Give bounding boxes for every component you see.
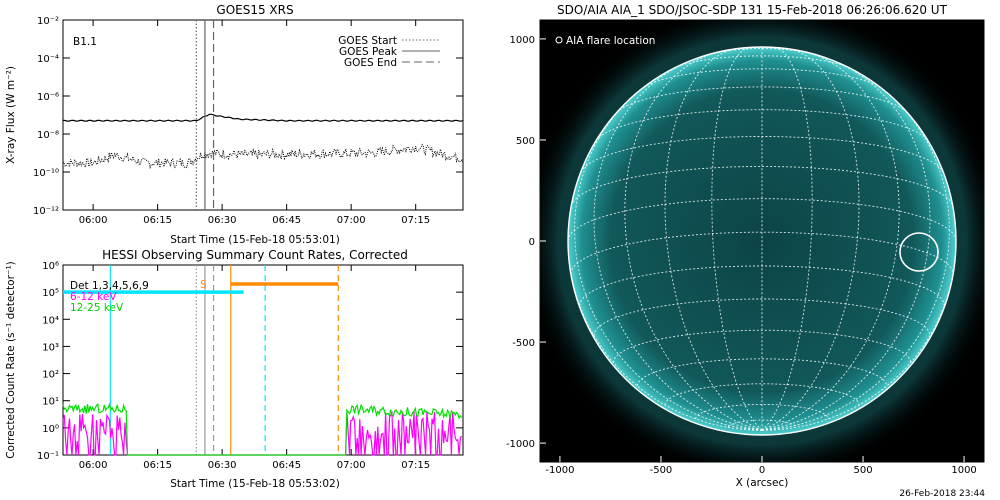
hessi-xtick-label: 06:00 [79, 460, 108, 471]
longitude-gridline [761, 92, 950, 431]
hessi-series-6-12-keV [62, 410, 462, 456]
hessi-legend-12-25: 12-25 keV [70, 302, 124, 314]
hessi-ytick-label: 10² [42, 370, 59, 381]
hessi-xlabel: Start Time (15-Feb-18 05:53:02) [170, 478, 340, 490]
hessi-ytick-label: 10⁶ [42, 261, 59, 272]
goes-legend-end: GOES End [344, 57, 397, 69]
aia-xtick-label: 0 [759, 465, 765, 476]
goes-ytick-label: 10⁻⁶ [37, 92, 59, 103]
aia-xtick-label: -500 [650, 465, 673, 476]
goes-xtick-label: 06:30 [208, 215, 237, 226]
goes-class-label: B1.1 [73, 36, 97, 48]
goes-ytick-label: 10⁻⁸ [37, 130, 59, 141]
hessi-xtick-label: 06:30 [208, 460, 237, 471]
aia-ytick-label: 1000 [510, 35, 535, 46]
aia-xtick-label: 1000 [951, 465, 976, 476]
goes-legend-peak: GOES Peak [339, 46, 398, 58]
latitude-gridline [593, 298, 931, 336]
goes-ytick-label: 10⁻¹⁰ [33, 168, 59, 179]
goes-xtick-label: 07:15 [401, 215, 430, 226]
goes-legend-start: GOES Start [338, 35, 397, 47]
goes-xtick-label: 06:15 [143, 215, 172, 226]
hessi-xtick-label: 07:00 [337, 460, 366, 471]
hessi-ytick-label: 10⁴ [42, 315, 59, 326]
hessi-ytick-label: 10⁻¹ [37, 451, 59, 462]
aia-ytick-label: -500 [512, 338, 535, 349]
hessi-legend-6-12: 6-12 keV [70, 291, 117, 303]
aia-ytick-label: 0 [529, 237, 535, 248]
longitude-gridline [664, 48, 763, 431]
goes-xtick-label: 07:00 [337, 215, 366, 226]
heliographic-grid [567, 47, 957, 431]
latitude-gridline [616, 86, 908, 113]
solar-limb [567, 46, 957, 436]
hessi-ylabel: Corrected Count Rate (s⁻¹ detector⁻¹) [5, 261, 17, 459]
hessi-series-12-25-keV [62, 402, 463, 456]
aia-xtick-label: -1000 [545, 465, 574, 476]
goes-ytick-label: 10⁻⁴ [37, 54, 59, 65]
aia-title: SDO/AIA AIA_1 SDO/JSOC-SDP 131 15-Feb-20… [557, 3, 948, 17]
footer-timestamp: 26-Feb-2018 23:44 [899, 489, 985, 499]
hessi-s-marker: S [200, 279, 207, 291]
latitude-gridline [567, 198, 957, 242]
longitude-gridline [761, 48, 860, 431]
aia-legend-label: AIA flare location [566, 35, 655, 47]
hessi-ytick-label: 10⁰ [42, 424, 59, 435]
aia-ytick-label: -1000 [506, 439, 535, 450]
goes-title: GOES15 XRS [216, 3, 293, 17]
latitude-gridline [570, 165, 954, 207]
goes-ylabel: X-ray Flux (W m⁻²) [5, 66, 17, 164]
aia-legend-circle-icon [555, 36, 563, 44]
hessi-legend-det: Det 1,3,4,5,6,9 [70, 280, 149, 292]
latitude-gridline [595, 109, 929, 141]
hessi-ytick-label: 10¹ [42, 397, 59, 408]
flare-location-circle [899, 232, 939, 272]
hessi-ytick-label: 10⁵ [42, 288, 59, 299]
hessi-xtick-label: 06:45 [272, 460, 301, 471]
hessi-xtick-label: 07:15 [401, 460, 430, 471]
goes-xtick-label: 06:45 [272, 215, 301, 226]
goes-ytick-label: 10⁻² [37, 16, 59, 27]
goes-ytick-label: 10⁻¹² [33, 206, 59, 217]
goes-long-channel-line [62, 113, 464, 122]
goes-xtick-label: 06:00 [79, 215, 108, 226]
hessi-xtick-label: 06:15 [143, 460, 172, 471]
goes-plot-frame [62, 19, 464, 211]
aia-ytick-label: 500 [516, 136, 535, 147]
aia-xtick-label: 500 [853, 465, 872, 476]
hessi-title: HESSI Observing Summary Count Rates, Cor… [102, 248, 408, 262]
hessi-ytick-label: 10³ [42, 342, 59, 353]
goes-short-channel-line [62, 143, 464, 170]
latitude-gridline [570, 231, 954, 274]
longitude-gridline [574, 92, 763, 431]
goes-xlabel: Start Time (15-Feb-18 05:53:01) [170, 234, 340, 246]
aia-xlabel: X (arcsec) [736, 477, 789, 489]
